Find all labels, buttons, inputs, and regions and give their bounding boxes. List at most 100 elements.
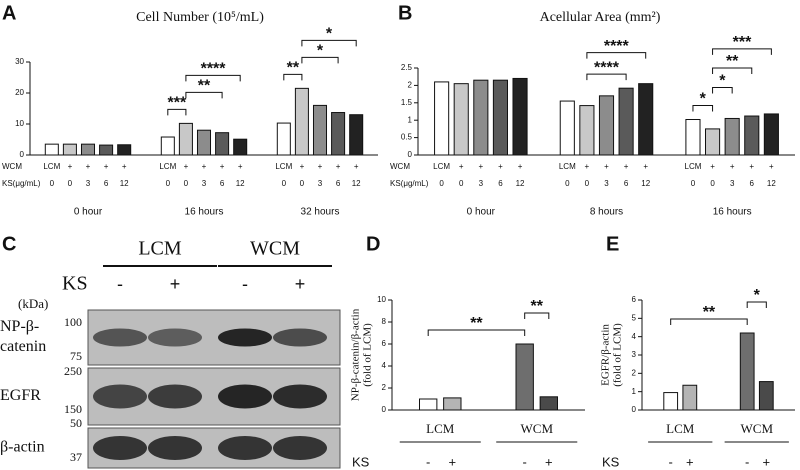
panel-label: D bbox=[366, 233, 380, 255]
x-row-value: + bbox=[730, 162, 735, 171]
panel-label: B bbox=[398, 2, 412, 24]
blot-band bbox=[148, 436, 202, 460]
y-tick-label: 3 bbox=[632, 350, 637, 359]
y-tick-label: 20 bbox=[15, 88, 24, 97]
x-row-value: + bbox=[122, 162, 127, 171]
chart-title: Cell Number (10⁵/mL) bbox=[136, 10, 264, 25]
bar bbox=[473, 79, 489, 156]
x-row-value: + bbox=[68, 162, 73, 171]
bar bbox=[512, 77, 528, 156]
bar bbox=[758, 381, 774, 411]
bar bbox=[739, 332, 755, 411]
blot-band bbox=[218, 384, 272, 409]
significance-label: * bbox=[754, 287, 761, 304]
x-row-value: + bbox=[710, 162, 715, 171]
blot-band bbox=[93, 384, 147, 409]
kda-marker: 150 bbox=[64, 402, 82, 416]
y-tick-label: 6 bbox=[382, 339, 387, 348]
significance-label: ** bbox=[703, 304, 716, 321]
y-tick-label: 10 bbox=[15, 119, 24, 128]
panel-label: E bbox=[606, 233, 619, 255]
x-row-value: 12 bbox=[120, 179, 129, 188]
blot-band bbox=[218, 436, 272, 460]
x-row-value: 6 bbox=[624, 179, 629, 188]
x-row-value: + bbox=[769, 162, 774, 171]
x-row-label: WCM bbox=[2, 162, 22, 171]
y-tick-label: 5 bbox=[632, 313, 637, 322]
blot-row-name: EGFR bbox=[0, 387, 41, 404]
group-label: LCM bbox=[426, 421, 455, 436]
significance-label: * bbox=[317, 43, 324, 60]
x-row-value: + bbox=[478, 162, 483, 171]
x-row-value: 0 bbox=[68, 179, 73, 188]
significance-bracket bbox=[167, 108, 187, 116]
kda-marker: 50 bbox=[70, 416, 82, 430]
bar bbox=[276, 122, 291, 156]
blot-row-name: catenin bbox=[0, 338, 46, 355]
x-row-value: + bbox=[545, 454, 553, 469]
bar bbox=[215, 132, 230, 156]
bar bbox=[349, 114, 364, 156]
y-tick-label: 10 bbox=[377, 295, 386, 304]
x-row-value: - bbox=[669, 454, 673, 469]
significance-label: ** bbox=[531, 298, 544, 315]
y-axis-label: NP-β-catenin/β-actin bbox=[350, 308, 362, 401]
kda-label: (kDa) bbox=[18, 296, 48, 311]
bar bbox=[663, 392, 679, 411]
kda-marker: 100 bbox=[64, 315, 82, 329]
y-axis-label: (fold of LCM) bbox=[362, 323, 374, 387]
x-row-value: 0 bbox=[565, 179, 570, 188]
blot-group: WCM bbox=[250, 238, 300, 260]
bar bbox=[682, 384, 698, 411]
x-row-value: 12 bbox=[641, 179, 650, 188]
y-tick-label: 0 bbox=[382, 405, 387, 414]
group-label: WCM bbox=[741, 421, 774, 436]
x-row-value: 6 bbox=[220, 179, 225, 188]
group-label: LCM bbox=[666, 421, 695, 436]
x-row-value: 3 bbox=[86, 179, 91, 188]
x-row-value: + bbox=[202, 162, 207, 171]
significance-bracket bbox=[185, 91, 223, 99]
significance-label: **** bbox=[201, 61, 227, 78]
x-row-value: 0 bbox=[585, 179, 590, 188]
group-label: 0 hour bbox=[74, 207, 103, 218]
x-row-value: LCM bbox=[159, 162, 176, 171]
bar bbox=[515, 343, 534, 411]
y-tick-label: 2 bbox=[632, 368, 637, 377]
x-row-value: LCM bbox=[433, 162, 450, 171]
bar bbox=[419, 398, 438, 411]
bar bbox=[539, 396, 558, 411]
x-row-value: 6 bbox=[336, 179, 341, 188]
x-row-value: LCM bbox=[275, 162, 292, 171]
significance-bracket bbox=[712, 67, 753, 75]
x-row-value: 12 bbox=[767, 179, 776, 188]
bar bbox=[724, 117, 740, 156]
significance-label: *** bbox=[168, 95, 187, 112]
bar bbox=[705, 128, 721, 156]
x-row-value: + bbox=[763, 454, 771, 469]
x-row-value: + bbox=[686, 454, 694, 469]
bar bbox=[744, 115, 760, 156]
panel-label: C bbox=[2, 233, 16, 255]
bar bbox=[160, 136, 175, 156]
x-row-value: 0 bbox=[282, 179, 287, 188]
significance-label: ** bbox=[198, 78, 211, 95]
blot-band bbox=[273, 384, 327, 409]
y-tick-label: 0 bbox=[408, 150, 413, 159]
x-row-value: + bbox=[624, 162, 629, 171]
x-row-value: 0 bbox=[50, 179, 55, 188]
bar bbox=[233, 138, 248, 156]
significance-bracket bbox=[301, 39, 357, 47]
bar bbox=[492, 79, 508, 156]
group-label: 0 hour bbox=[467, 207, 496, 218]
y-tick-label: 2 bbox=[382, 383, 387, 392]
x-row-value: + bbox=[449, 454, 457, 469]
y-tick-label: 8 bbox=[382, 317, 387, 326]
bar bbox=[598, 95, 615, 156]
significance-bracket bbox=[692, 105, 714, 112]
bar bbox=[443, 397, 462, 411]
bar bbox=[331, 112, 346, 156]
y-tick-label: 2.5 bbox=[401, 63, 413, 72]
x-row-value: 12 bbox=[236, 179, 245, 188]
